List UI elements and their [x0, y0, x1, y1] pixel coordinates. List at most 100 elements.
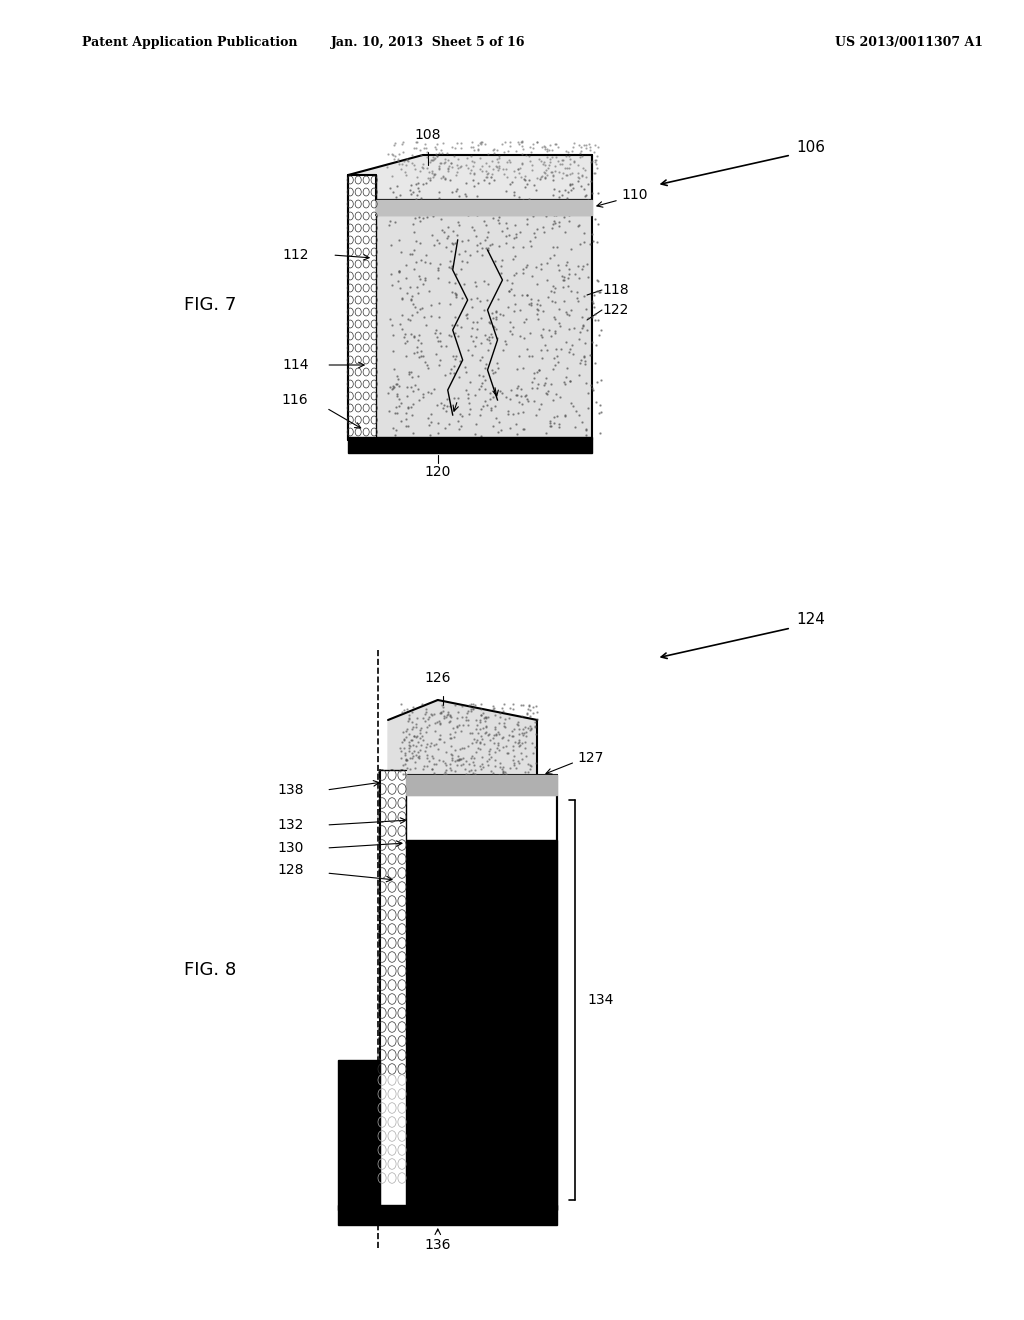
- Point: [469, 730, 485, 751]
- Point: [536, 375, 552, 396]
- Point: [466, 139, 482, 160]
- Point: [587, 152, 603, 173]
- Point: [443, 744, 460, 766]
- Point: [545, 214, 561, 235]
- Point: [484, 315, 501, 337]
- Point: [467, 763, 483, 784]
- Point: [422, 252, 438, 273]
- Point: [575, 347, 592, 368]
- Point: [458, 173, 474, 194]
- Point: [545, 165, 561, 186]
- Point: [575, 256, 592, 277]
- Point: [452, 714, 468, 735]
- Point: [562, 370, 579, 391]
- Point: [422, 168, 438, 189]
- Point: [582, 140, 598, 161]
- Point: [486, 756, 503, 777]
- Point: [425, 166, 441, 187]
- Point: [447, 306, 464, 327]
- Point: [545, 276, 561, 297]
- Point: [518, 702, 535, 723]
- Point: [454, 706, 470, 727]
- Point: [465, 330, 481, 351]
- Point: [578, 372, 594, 393]
- Point: [557, 165, 573, 186]
- Point: [537, 166, 553, 187]
- Point: [398, 721, 415, 742]
- Point: [474, 131, 490, 152]
- Point: [424, 758, 440, 779]
- Point: [415, 383, 431, 404]
- Point: [439, 396, 456, 417]
- Point: [460, 388, 476, 409]
- Text: 136: 136: [425, 1238, 451, 1251]
- Point: [479, 339, 496, 360]
- Point: [560, 181, 577, 202]
- Point: [592, 281, 608, 302]
- Point: [403, 285, 420, 306]
- Polygon shape: [338, 1205, 557, 1225]
- Point: [484, 234, 501, 255]
- Point: [431, 322, 447, 343]
- Text: 122: 122: [602, 304, 629, 317]
- Point: [473, 705, 489, 726]
- Point: [460, 709, 476, 730]
- Point: [573, 166, 590, 187]
- Point: [422, 704, 438, 725]
- Point: [382, 211, 398, 232]
- Point: [437, 762, 454, 783]
- Point: [407, 194, 423, 215]
- Point: [510, 158, 526, 180]
- Point: [463, 289, 479, 310]
- Point: [540, 286, 556, 308]
- Point: [525, 363, 542, 384]
- Point: [418, 244, 434, 265]
- Point: [545, 358, 561, 379]
- Point: [485, 698, 502, 719]
- Point: [509, 384, 525, 405]
- Point: [454, 405, 470, 426]
- Point: [406, 734, 422, 755]
- Point: [431, 158, 447, 180]
- Point: [399, 710, 416, 731]
- Point: [427, 734, 443, 755]
- Point: [490, 733, 507, 754]
- Point: [400, 705, 417, 726]
- Point: [531, 294, 548, 315]
- Point: [461, 764, 477, 785]
- Point: [528, 132, 545, 153]
- Text: 108: 108: [415, 128, 441, 143]
- Point: [521, 145, 538, 166]
- Point: [515, 169, 531, 190]
- Point: [579, 298, 595, 319]
- Point: [467, 422, 483, 444]
- Point: [451, 215, 467, 236]
- Point: [485, 143, 502, 164]
- Point: [385, 341, 401, 362]
- Point: [452, 418, 468, 440]
- Point: [512, 222, 528, 243]
- Point: [479, 273, 496, 294]
- Point: [392, 185, 409, 206]
- Point: [562, 393, 579, 414]
- Point: [453, 416, 469, 437]
- Point: [412, 269, 428, 290]
- Point: [514, 285, 530, 306]
- Point: [454, 251, 470, 272]
- Point: [511, 162, 527, 183]
- Point: [451, 748, 467, 770]
- Point: [475, 210, 492, 231]
- Point: [402, 289, 419, 310]
- Point: [419, 206, 435, 227]
- Point: [580, 397, 596, 418]
- Point: [486, 249, 503, 271]
- Point: [498, 387, 514, 408]
- Point: [400, 723, 417, 744]
- Point: [469, 234, 485, 255]
- Point: [388, 198, 404, 219]
- Point: [460, 339, 476, 360]
- Point: [495, 339, 511, 360]
- Point: [561, 342, 578, 363]
- Point: [426, 378, 442, 399]
- Point: [588, 334, 604, 355]
